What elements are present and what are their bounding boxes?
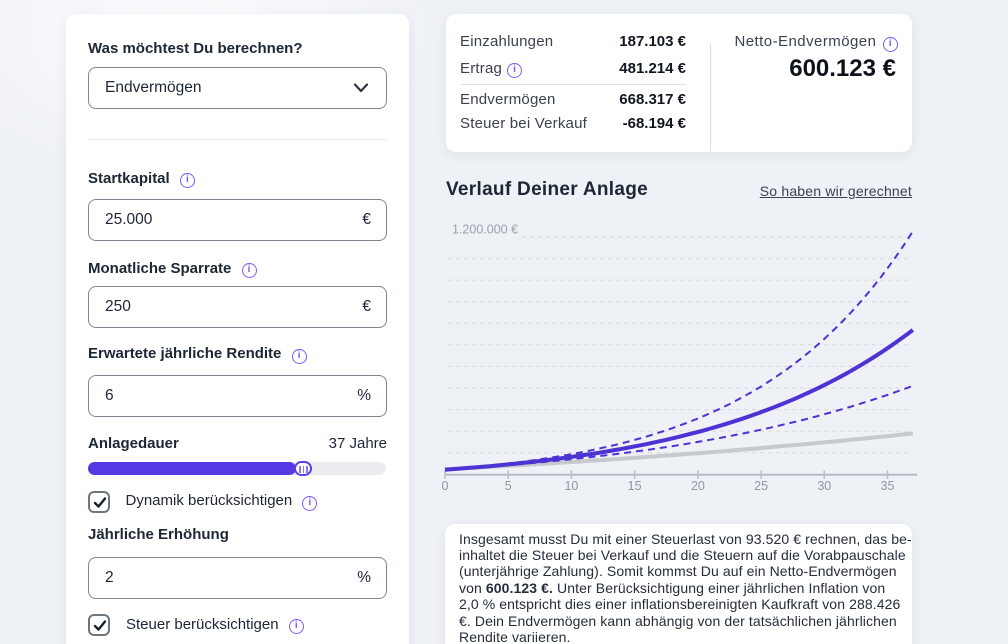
svg-text:20: 20 (691, 479, 705, 493)
svg-text:30: 30 (817, 479, 831, 493)
svg-text:15: 15 (628, 479, 642, 493)
svg-text:25: 25 (754, 479, 768, 493)
svg-text:10: 10 (564, 479, 578, 493)
svg-text:35: 35 (881, 479, 895, 493)
svg-text:0: 0 (442, 479, 449, 493)
svg-text:1.200.000 €: 1.200.000 € (452, 223, 518, 237)
svg-text:5: 5 (505, 479, 512, 493)
